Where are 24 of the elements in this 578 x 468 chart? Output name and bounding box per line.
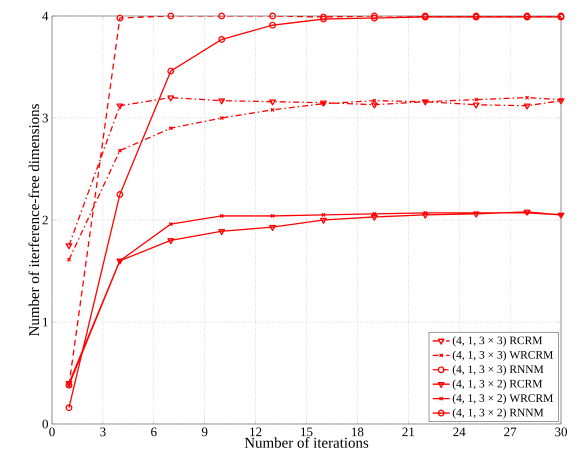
legend-label: (4, 1, 3 × 3) RCRM xyxy=(452,336,542,347)
y-tick-label: 2 xyxy=(42,216,48,224)
legend-label: (4, 1, 3 × 2) RCRM xyxy=(452,379,542,390)
x-tick-label: 15 xyxy=(301,428,312,436)
x-tick-label: 27 xyxy=(504,428,516,436)
x-tick-label: 3 xyxy=(100,428,106,436)
x-tick-label: 12 xyxy=(250,428,262,436)
y-tick-label: 1 xyxy=(43,318,48,326)
legend-label: (4, 1, 3 × 3) WRCRM xyxy=(452,350,553,362)
x-tick-label: 18 xyxy=(352,428,364,436)
x-tick-label: 30 xyxy=(555,428,567,436)
legend-label: (4, 1, 3 × 2) WRCRM xyxy=(452,394,553,404)
y-axis-title: Number of iterference-free dimensions xyxy=(28,104,40,336)
y-tick-label: 4 xyxy=(42,12,48,20)
legend-label: (4, 1, 3 × 3) RNNM xyxy=(452,365,544,376)
x-tick-label: 6 xyxy=(151,428,157,436)
x-tick-label: 9 xyxy=(202,428,208,436)
y-tick-label: 3 xyxy=(42,114,48,122)
x-tick-label: 21 xyxy=(402,428,414,436)
x-tick-label: 0 xyxy=(49,428,55,436)
x-tick-label: 24 xyxy=(453,428,466,436)
x-axis-title: Number of iterations xyxy=(244,437,368,448)
y-tick-label: 0 xyxy=(42,420,48,428)
legend-label: (4, 1, 3 × 2) RNNM xyxy=(452,408,544,419)
